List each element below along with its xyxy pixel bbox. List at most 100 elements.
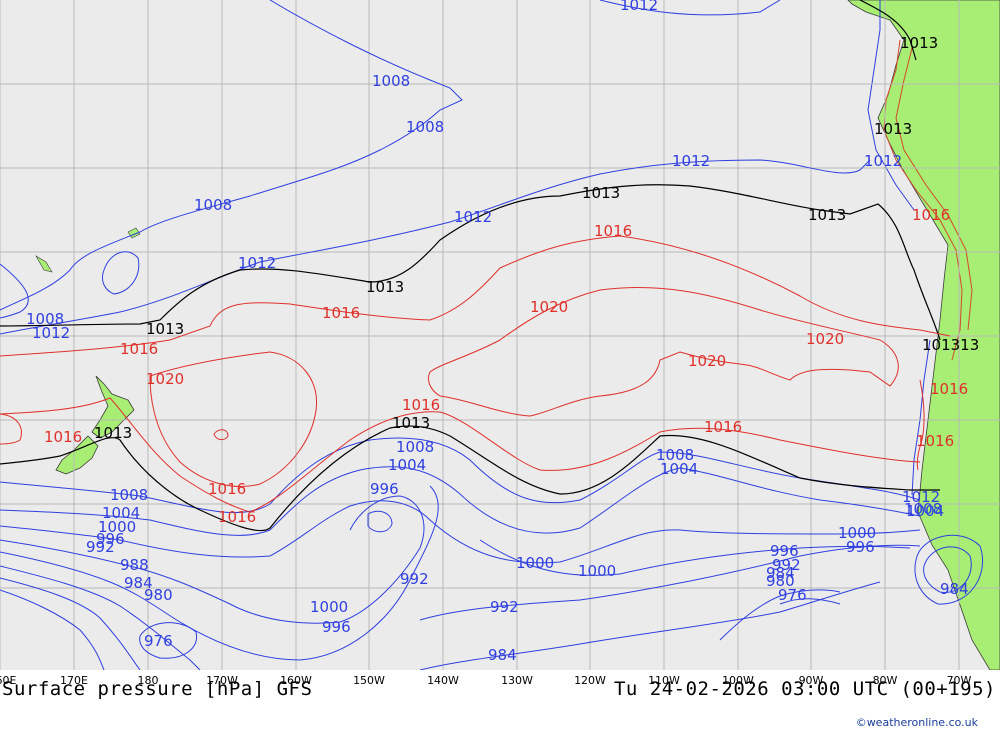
isobar-1020-loop [213,429,229,441]
isobar-1016-coastal [916,379,925,471]
isobar-label: 1000 [98,518,136,536]
isobar-label: 996 [322,618,351,636]
isobar-980 [0,589,105,670]
longitude-label: 60E [0,674,17,687]
isobar-1016-west [0,413,22,445]
isobars-high [0,235,951,513]
longitude-label: 70W [946,674,972,687]
andes-mountains [883,39,963,361]
isobar-label: 1012 [902,488,940,506]
isobar-label: 1000 [516,554,554,572]
isobar-label: 1008 [372,72,410,90]
isobar-1012-mid [0,159,871,335]
longitude-label: 180 [137,674,159,687]
isobar-label: 1004 [660,460,698,478]
isobar-label: 1016 [208,480,246,498]
isobar-1012-north [599,0,781,16]
isobar-label: 1016 [916,432,954,450]
isobars-low [0,0,984,670]
isobar-label: 1013 [146,320,184,338]
isobar-1020-west [149,351,317,488]
isobar-label: 1000 [838,524,876,542]
isobar-label: 1020 [530,298,568,316]
isobar-988-cyclone [914,534,984,605]
isobar-1000 [0,500,921,564]
isobar-label: 1016 [930,380,968,398]
isobar-label: 1008 [406,118,444,136]
isobar-label: 1008 [904,500,942,518]
longitude-label: 140W [427,674,459,687]
map-footer [0,670,1000,733]
isobar-1008-north [0,0,463,311]
isobar-label: 1012 [672,152,710,170]
isobar-label: 1013 [582,184,620,202]
isobar-label: 1020 [806,330,844,348]
isobar-label: 1008 [194,196,232,214]
isobar-label: 980 [766,572,795,590]
isobar-label: 1008 [656,446,694,464]
isobar-label: 1020 [688,352,726,370]
isobar-label: 1013 [874,120,912,138]
isobar-1013 [0,184,941,341]
isobar-label: 1013 [392,414,430,432]
longitude-label: 90W [798,674,824,687]
isobar-label: 992 [400,570,429,588]
isobar-label: 1004 [102,504,140,522]
isobar-label: 984 [940,580,969,598]
new-zealand-north-island [91,375,135,439]
isobar-label: 1012 [32,324,70,342]
isobar-984 [0,577,141,670]
isobar-label: 1008 [396,438,434,456]
isobar-label: 992 [490,598,519,616]
isobar-label: 980 [144,586,173,604]
isobar-label: 1016 [594,222,632,240]
credit-link[interactable]: ©weatheronline.co.uk [855,716,978,729]
isobar-label: 1000 [310,598,348,616]
isobar-label: 1008 [110,486,148,504]
isobar-label: 1013 [366,278,404,296]
isobar-label: 988 [120,556,149,574]
longitude-label: 160W [280,674,312,687]
isobar-label: 1013 [900,34,938,52]
isobar-label: 996 [846,538,875,556]
lat-lon-grid [0,0,1000,670]
isobar-label: 1008 [26,310,64,328]
isobar-label: 1013 [94,424,132,442]
isobar-980-south [719,589,841,641]
isobar-label: 1016 [704,418,742,436]
isobar-984-cyclone [923,546,972,593]
longitude-label: 100W [722,674,754,687]
isobar-label: 984 [766,564,795,582]
isobar-976-south [779,598,841,605]
isobar-label: 1012 [454,208,492,226]
isobar-996-left [0,495,425,624]
andes-mountains [895,47,973,331]
longitude-label: 110W [648,674,680,687]
isobar-1016-south [0,397,921,513]
isobar-984-south [419,581,881,670]
isobar-label: 976 [778,586,807,604]
isobar-992-left [0,485,439,661]
isobar-1012-west [0,263,29,319]
longitude-label: 130W [501,674,533,687]
isobar-label: 1016 [322,304,360,322]
isobar-label: 1004 [906,502,944,520]
isobar-label: 984 [124,574,153,592]
isobars-mean [0,0,941,532]
isobar-996-right [479,539,911,576]
isobar-label: 996 [96,530,125,548]
longitude-label: 150W [353,674,385,687]
isobar-988 [0,565,201,670]
isobar-label: 1016 [218,508,256,526]
isobar-1012-loop [101,251,140,295]
isobar-label: 1016 [44,428,82,446]
isobar-label: 101313 [922,336,979,354]
isobar-1008-south [0,437,921,514]
isobar-label: 1012 [864,152,902,170]
isobar-label: 1013 [808,206,846,224]
map-canvas: 1012 1008 1008 1008 1012 1012 1012 1008 … [0,0,1000,670]
map-title: Surface pressure [hPa] GFS [2,678,313,700]
isobar-976-loop [139,622,198,659]
isobar-label: 1020 [146,370,184,388]
isobar-label: 1016 [120,340,158,358]
